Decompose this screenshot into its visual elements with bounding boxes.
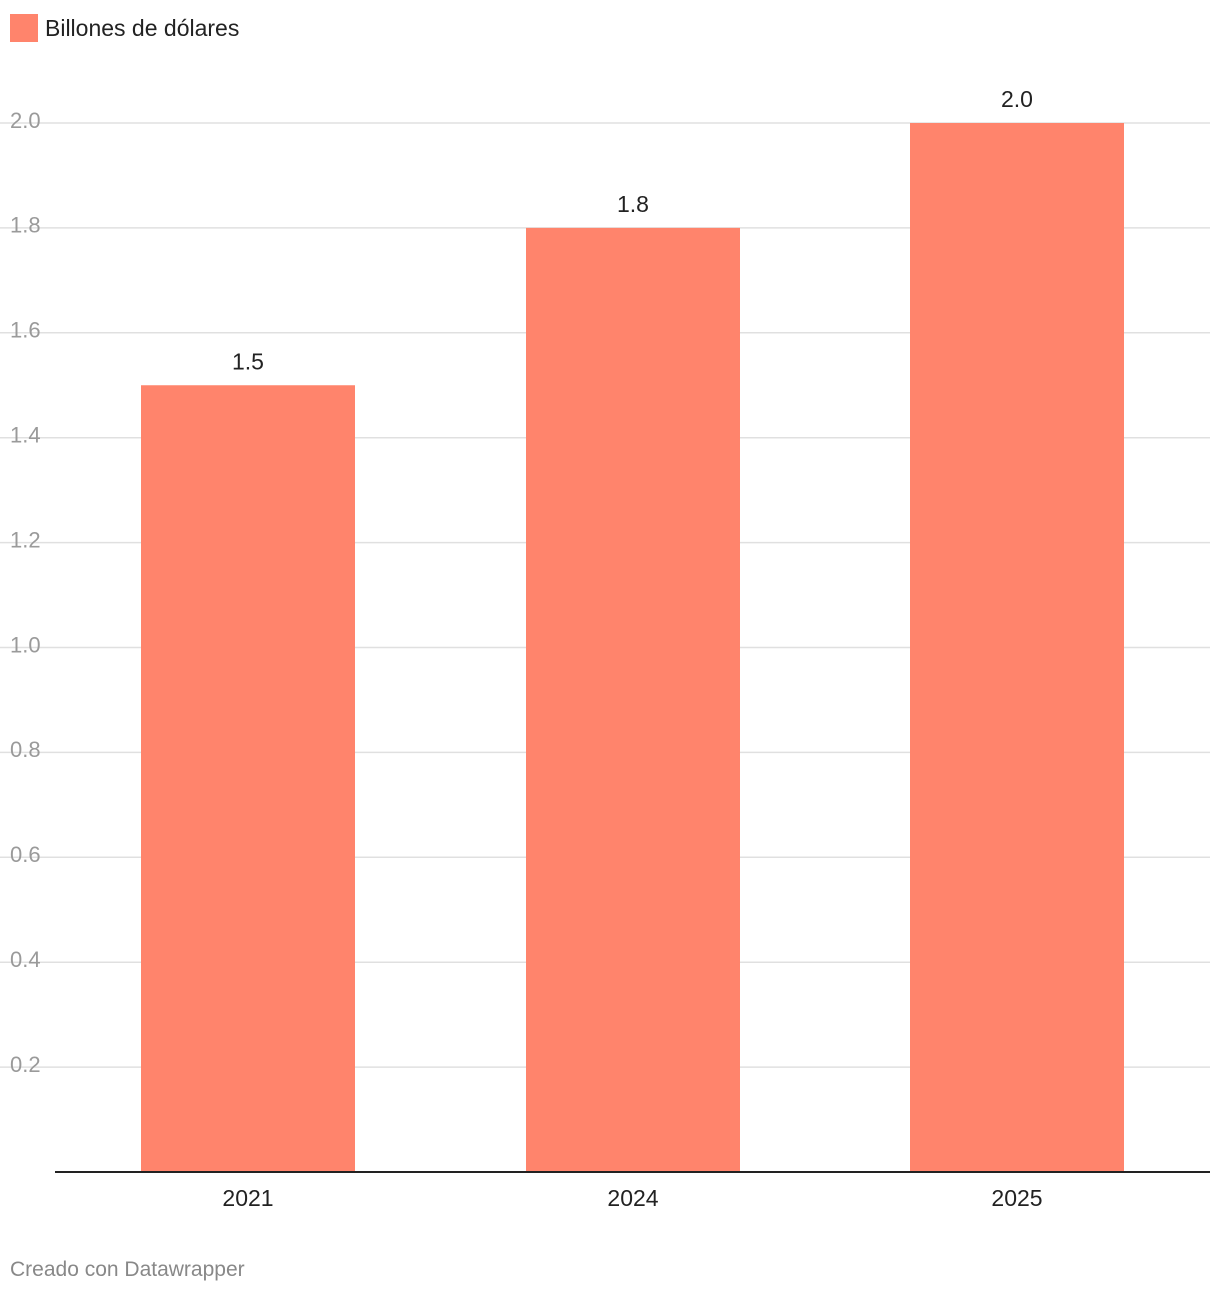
- legend-label: Billones de dólares: [45, 15, 240, 41]
- legend-swatch: [10, 14, 38, 42]
- y-tick-label: 1.4: [10, 423, 41, 448]
- y-tick-label: 1.0: [10, 632, 41, 657]
- y-tick-label: 2.0: [10, 108, 41, 133]
- footer-credit: Creado con Datawrapper: [10, 1258, 245, 1281]
- y-tick-label: 1.2: [10, 527, 41, 552]
- value-labels: 1.5 1.8 2.0: [232, 86, 1033, 374]
- value-label-2025: 2.0: [1001, 86, 1033, 112]
- legend: Billones de dólares: [10, 14, 239, 42]
- x-tick-label-2025: 2025: [991, 1185, 1042, 1211]
- y-tick-label: 1.6: [10, 318, 41, 343]
- y-axis-ticks: 0.2 0.4 0.6 0.8 1.0 1.2 1.4 1.6 1.8 2.0: [10, 108, 41, 1077]
- bar-2024: [526, 227, 740, 1172]
- y-tick-label: 0.8: [10, 737, 41, 762]
- x-axis-labels: 2021 2024 2025: [222, 1185, 1042, 1211]
- y-tick-label: 0.2: [10, 1052, 41, 1077]
- y-tick-label: 0.4: [10, 947, 41, 972]
- x-tick-label-2021: 2021: [222, 1185, 273, 1211]
- y-tick-label: 0.6: [10, 842, 41, 867]
- y-tick-label: 1.8: [10, 213, 41, 238]
- bar-2021: [141, 385, 355, 1172]
- bar-2025: [910, 123, 1124, 1172]
- x-tick-label-2024: 2024: [607, 1185, 658, 1211]
- bars: [141, 123, 1124, 1172]
- value-label-2024: 1.8: [617, 191, 649, 217]
- value-label-2021: 1.5: [232, 348, 264, 374]
